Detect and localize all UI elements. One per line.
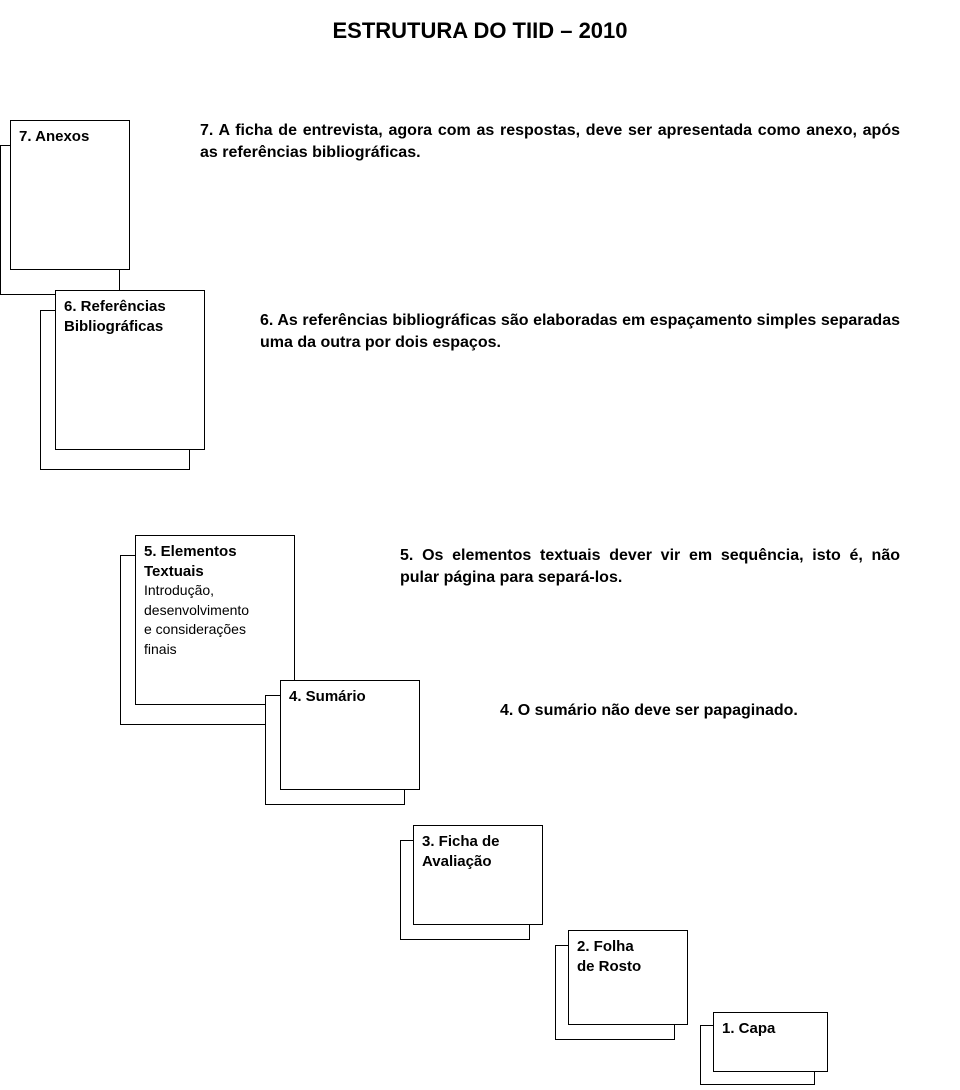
folha-label-line2: de Rosto xyxy=(577,958,641,975)
desc-5: 5. Os elementos textuais dever vir em se… xyxy=(400,545,900,588)
desc-6: 6. As referências bibliográficas são ela… xyxy=(260,310,900,353)
desc-7: 7. A ficha de entrevista, agora com as r… xyxy=(200,120,900,163)
elementos-sub-line1: Introdução, xyxy=(144,582,214,598)
elementos-sub-line3: e considerações xyxy=(144,621,246,637)
elementos-box: 5. Elementos Textuais Introdução, desenv… xyxy=(135,535,295,705)
referencias-label-line1: 6. Referências xyxy=(64,298,166,315)
folha-label-line1: 2. Folha xyxy=(577,938,634,955)
elementos-sub-line2: desenvolvimento xyxy=(144,602,249,618)
sumario-box: 4. Sumário xyxy=(280,680,420,790)
sumario-label: 4. Sumário xyxy=(289,688,366,705)
capa-box: 1. Capa xyxy=(713,1012,828,1072)
folha-box: 2. Folha de Rosto xyxy=(568,930,688,1025)
elementos-sub-line4: finais xyxy=(144,641,177,657)
ficha-box: 3. Ficha de Avaliação xyxy=(413,825,543,925)
elementos-label-line2: Textuais xyxy=(144,563,204,580)
capa-label: 1. Capa xyxy=(722,1020,775,1037)
elementos-label-line1: 5. Elementos xyxy=(144,543,237,560)
referencias-box: 6. Referências Bibliográficas xyxy=(55,290,205,450)
ficha-label-line1: 3. Ficha de xyxy=(422,833,500,850)
referencias-label-line2: Bibliográficas xyxy=(64,318,163,335)
ficha-label-line2: Avaliação xyxy=(422,853,492,870)
desc-4: 4. O sumário não deve ser papaginado. xyxy=(500,700,920,722)
anexos-label: 7. Anexos xyxy=(19,128,89,145)
anexos-box: 7. Anexos xyxy=(10,120,130,270)
page-title: ESTRUTURA DO TIID – 2010 xyxy=(0,18,960,44)
